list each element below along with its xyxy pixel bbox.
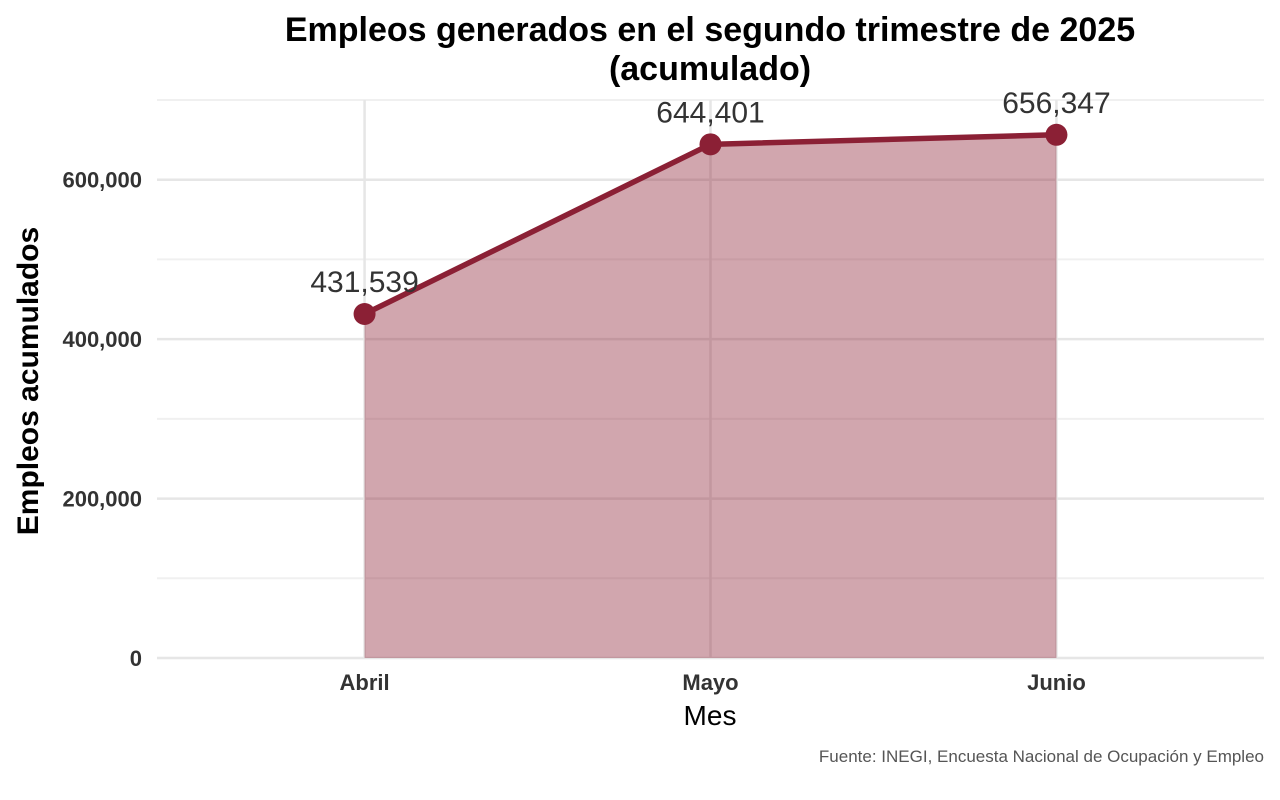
x-tick-label: Junio	[1027, 670, 1086, 695]
data-label: 644,401	[656, 96, 764, 129]
x-tick-label: Abril	[340, 670, 390, 695]
chart-subtitle: (acumulado)	[609, 50, 811, 88]
x-tick-label: Mayo	[682, 670, 738, 695]
data-point-abril[interactable]	[353, 303, 376, 326]
grid	[157, 99, 1264, 660]
data-point-mayo[interactable]	[699, 133, 722, 156]
y-tick-label: 600,000	[62, 168, 142, 193]
data-label-layer: 431,539 644,401 656,347	[310, 87, 1110, 299]
x-axis-title: Mes	[684, 700, 737, 731]
series-area	[364, 134, 1057, 659]
data-point-junio[interactable]	[1045, 123, 1068, 146]
y-tick-label: 400,000	[62, 327, 142, 352]
y-axis-ticks: 0 200,000 400,000 600,000	[62, 168, 142, 671]
y-tick-label: 0	[130, 646, 142, 671]
data-label: 656,347	[1002, 87, 1110, 120]
y-axis-title: Empleos acumulados	[12, 227, 45, 535]
source-caption: Fuente: INEGI, Encuesta Nacional de Ocup…	[819, 747, 1264, 766]
point-layer	[353, 123, 1068, 326]
chart-title: Empleos generados en el segundo trimestr…	[285, 11, 1135, 49]
data-label: 431,539	[310, 266, 418, 299]
x-axis-ticks: Abril Mayo Junio	[340, 670, 1086, 695]
y-tick-label: 200,000	[62, 487, 142, 512]
area-layer	[364, 134, 1057, 659]
